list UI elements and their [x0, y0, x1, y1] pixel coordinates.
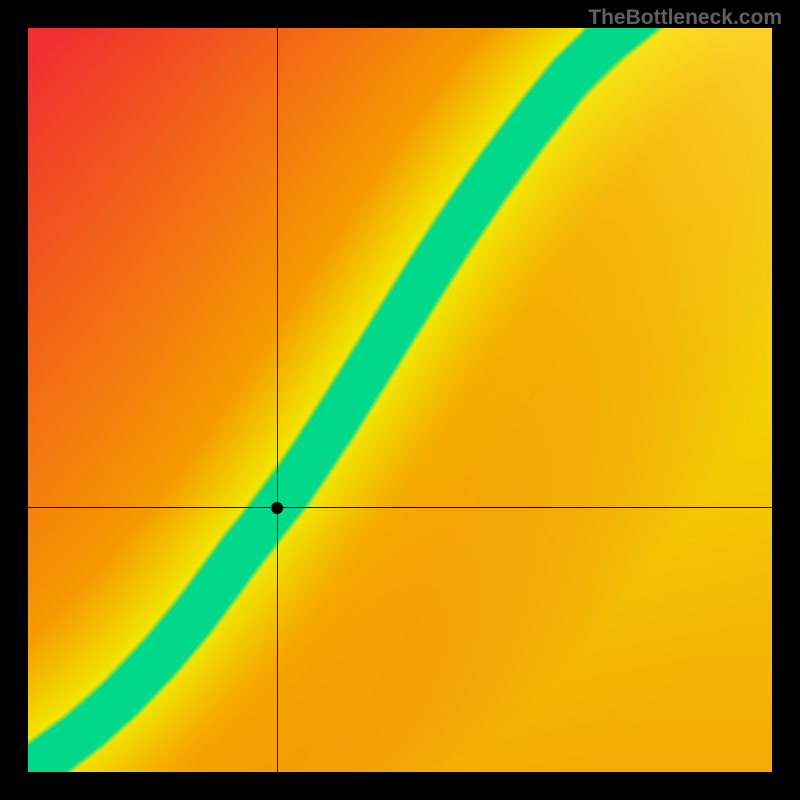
selection-marker: [271, 502, 283, 514]
crosshair-vertical: [277, 28, 278, 772]
chart-container: TheBottleneck.com: [0, 0, 800, 800]
crosshair-horizontal: [28, 507, 772, 508]
bottleneck-heatmap: [28, 28, 772, 772]
watermark-text: TheBottleneck.com: [588, 6, 782, 30]
